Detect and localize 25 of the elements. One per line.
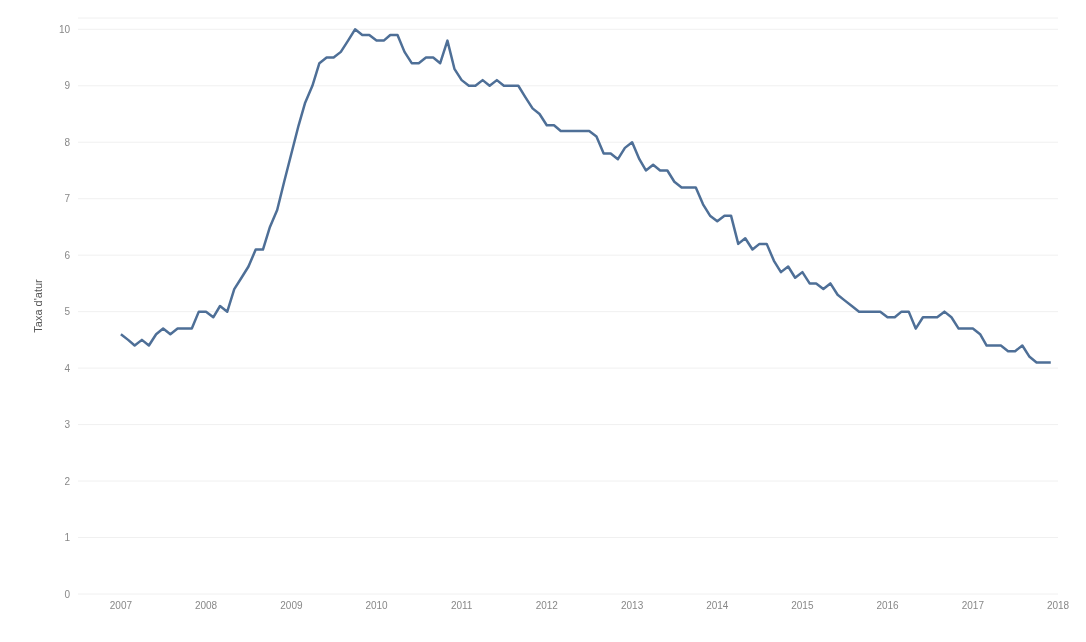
x-tick-label: 2010 <box>365 600 389 612</box>
x-tick-label: 2013 <box>621 600 644 612</box>
x-tick-label: 2011 <box>450 600 473 612</box>
x-tick-label: 2012 <box>535 600 559 612</box>
y-tick-label: 7 <box>64 193 71 205</box>
y-tick-label: 9 <box>64 80 71 92</box>
x-tick-label: 2015 <box>791 600 814 612</box>
x-tick-label: 2009 <box>280 600 303 612</box>
y-tick-label: 4 <box>64 362 71 374</box>
x-tick-label: 2014 <box>706 600 729 612</box>
y-tick-label: 1 <box>64 532 71 544</box>
x-tick-label: 2007 <box>109 600 133 612</box>
x-tick-label: 2008 <box>194 600 218 612</box>
x-tick-label: 2017 <box>961 600 985 612</box>
y-tick-label: 3 <box>64 419 71 431</box>
y-tick-label: 0 <box>64 588 71 600</box>
y-axis-title: Taxa d'atur <box>31 278 44 333</box>
x-tick-label: 2018 <box>1046 600 1070 612</box>
y-tick-label: 2 <box>64 475 71 487</box>
y-tick-label: 6 <box>64 249 71 261</box>
y-tick-label: 5 <box>64 306 71 318</box>
line-series <box>119 28 1053 364</box>
x-tick-label: 2016 <box>876 600 900 612</box>
y-tick-label: 10 <box>58 23 71 35</box>
y-tick-label: 8 <box>64 136 71 148</box>
